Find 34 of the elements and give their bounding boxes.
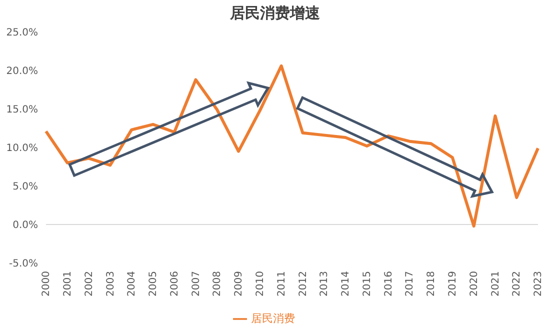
x-tick-label: 2001 bbox=[62, 271, 74, 296]
x-tick-label: 2019 bbox=[448, 271, 459, 296]
x-tick-label: 2002 bbox=[84, 271, 95, 296]
x-tick-label: 2018 bbox=[426, 271, 438, 296]
legend-label: 居民消费 bbox=[251, 312, 295, 325]
x-tick-label: 2005 bbox=[148, 271, 160, 296]
x-tick-label: 2009 bbox=[234, 271, 245, 296]
y-tick-label: 0.0% bbox=[12, 220, 38, 232]
x-tick-label: 2016 bbox=[383, 271, 394, 296]
x-tick-label: 2014 bbox=[340, 271, 352, 296]
y-tick-label: 5.0% bbox=[12, 182, 38, 193]
y-tick-label: -5.0% bbox=[8, 258, 38, 270]
x-tick-label: 2008 bbox=[212, 271, 224, 296]
x-tick-label: 2010 bbox=[255, 271, 266, 296]
y-tick-label: 20.0% bbox=[6, 66, 38, 78]
y-tick-label: 10.0% bbox=[6, 143, 38, 154]
x-tick-label: 2017 bbox=[404, 271, 416, 296]
x-tick-label: 2003 bbox=[105, 271, 116, 296]
line-series bbox=[44, 64, 540, 228]
y-tick-label: 15.0% bbox=[6, 104, 38, 116]
x-tick-label: 2020 bbox=[468, 271, 480, 296]
x-tick-label: 2013 bbox=[319, 271, 330, 296]
x-tick-label: 2006 bbox=[169, 271, 180, 296]
x-tick-label: 2021 bbox=[490, 271, 502, 296]
x-tick-label: 2015 bbox=[362, 271, 373, 296]
x-tick-label: 2023 bbox=[533, 271, 544, 296]
x-tick-label: 2007 bbox=[190, 271, 202, 296]
x-tick-label: 2004 bbox=[126, 271, 138, 296]
x-tick-label: 2022 bbox=[512, 271, 523, 296]
x-tick-label: 2011 bbox=[276, 271, 288, 296]
x-tick-label: 2000 bbox=[41, 271, 52, 296]
x-tick-label: 2012 bbox=[298, 271, 309, 296]
y-tick-label: 25.0% bbox=[6, 28, 38, 39]
chart-title: 居民消费增速 bbox=[229, 4, 321, 23]
